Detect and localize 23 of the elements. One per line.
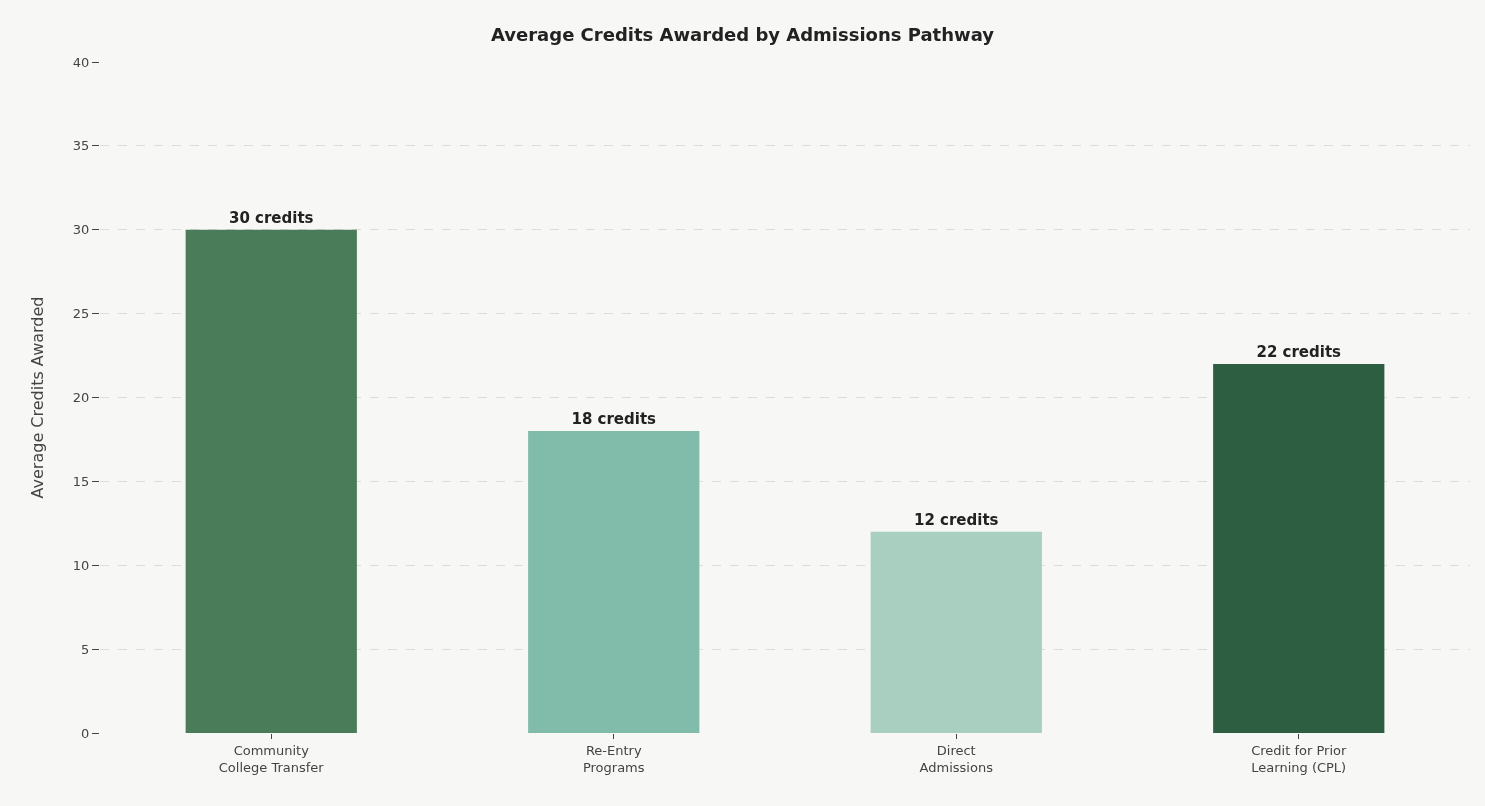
x-tick-label: Credit for Prior Learning (CPL)	[1251, 742, 1347, 775]
y-tick-label: 25	[72, 306, 90, 322]
y-tick-label: 40	[72, 54, 90, 70]
y-tick-label: 5	[81, 641, 90, 657]
bar	[528, 431, 700, 733]
data-label: 12 credits	[913, 510, 999, 529]
data-label: 30 credits	[228, 208, 314, 227]
y-tick-label: 20	[72, 390, 90, 406]
y-tick-label: 15	[72, 473, 90, 489]
y-axis-title: Average Credits Awarded	[27, 296, 47, 499]
data-label: 18 credits	[571, 410, 657, 429]
bar	[870, 531, 1042, 733]
chart-title: Average Credits Awarded by Admissions Pathway	[491, 23, 995, 45]
y-tick-label: 35	[72, 138, 90, 154]
bar	[185, 229, 357, 733]
y-tick-label: 0	[81, 725, 90, 741]
y-tick-label: 10	[72, 557, 90, 573]
y-tick-label: 30	[72, 222, 90, 238]
x-tick-label: Community College Transfer	[218, 742, 325, 775]
x-tick-label: Re-Entry Programs	[582, 742, 645, 775]
x-tick-label: Direct Admissions	[919, 742, 994, 775]
data-label: 22 credits	[1256, 342, 1342, 361]
bar	[1213, 363, 1385, 733]
